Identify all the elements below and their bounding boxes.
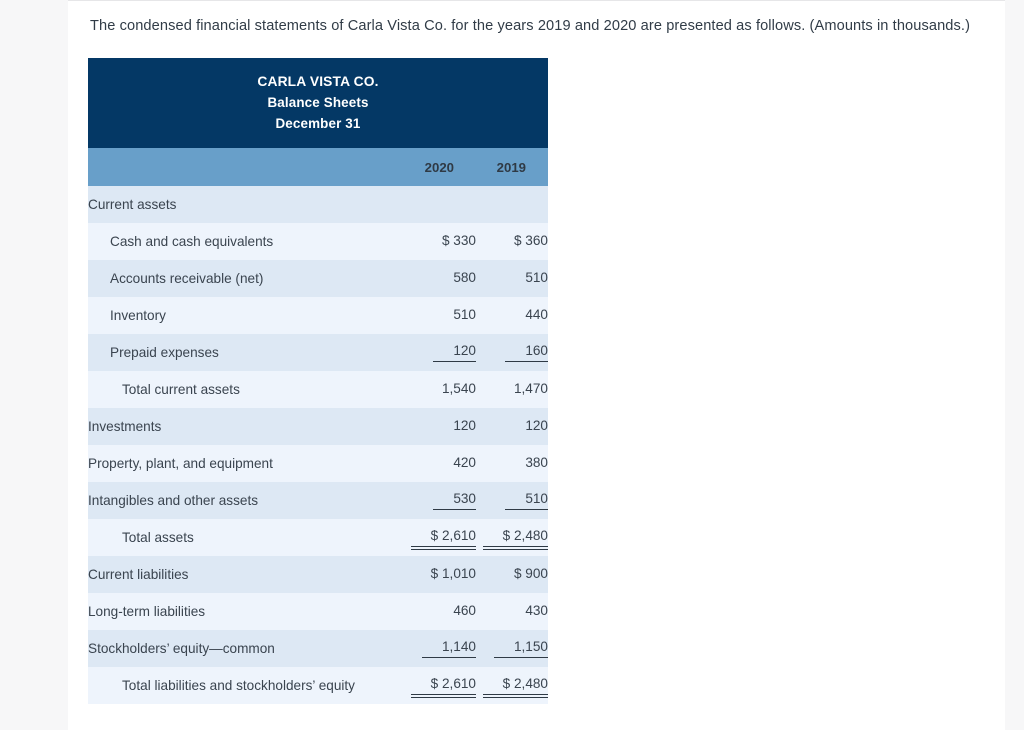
value-figure: $ 360 bbox=[513, 233, 548, 248]
value-figure: 1,140 bbox=[421, 639, 476, 658]
table-row: Total liabilities and stockholders’ equi… bbox=[88, 667, 549, 704]
table-row: Inventory 510 440 bbox=[88, 297, 548, 334]
row-value-2020: 510 bbox=[398, 297, 476, 334]
row-value-2019: $ 2,480 bbox=[476, 667, 549, 704]
table-row: Prepaid expenses 120 160 bbox=[88, 334, 548, 371]
row-value-2019: $ 360 bbox=[476, 223, 548, 260]
table-row: Total current assets 1,540 1,470 bbox=[88, 371, 548, 408]
statement-title-row: CARLA VISTA CO. Balance Sheets December … bbox=[88, 58, 548, 148]
row-value-2019: 120 bbox=[476, 408, 548, 445]
column-header-2019: 2019 bbox=[476, 148, 548, 186]
row-value-2020: 580 bbox=[398, 260, 476, 297]
value-figure: 420 bbox=[453, 455, 476, 470]
row-label: Current assets bbox=[88, 186, 398, 223]
table-head: CARLA VISTA CO. Balance Sheets December … bbox=[88, 58, 548, 186]
value-figure: 580 bbox=[453, 270, 476, 285]
value-figure: 120 bbox=[433, 343, 476, 362]
row-label: Total current assets bbox=[88, 371, 398, 408]
statement-period: December 31 bbox=[275, 116, 361, 131]
table-row: Long-term liabilities 460 430 bbox=[88, 593, 548, 630]
value-figure: 440 bbox=[525, 307, 548, 322]
value-figure: 430 bbox=[525, 603, 548, 618]
value-figure: $ 1,010 bbox=[430, 566, 476, 581]
row-value-2019: 510 bbox=[476, 482, 548, 519]
table-row: Property, plant, and equipment 420 380 bbox=[88, 445, 548, 482]
row-label: Cash and cash equivalents bbox=[88, 223, 398, 260]
table-row: Intangibles and other assets 530 510 bbox=[88, 482, 548, 519]
row-value-2019: $ 2,480 bbox=[476, 519, 549, 556]
value-figure: 160 bbox=[505, 343, 548, 362]
intro-paragraph: The condensed financial statements of Ca… bbox=[90, 18, 971, 34]
value-figure: 120 bbox=[525, 418, 548, 433]
row-value-2020: 1,140 bbox=[398, 630, 476, 667]
row-value-2020: 530 bbox=[398, 482, 476, 519]
value-figure: 460 bbox=[453, 603, 476, 618]
row-value-2019: 1,150 bbox=[476, 630, 548, 667]
row-label: Accounts receivable (net) bbox=[88, 260, 398, 297]
row-value-2020: $ 1,010 bbox=[398, 556, 476, 593]
value-figure: $ 330 bbox=[441, 233, 476, 248]
value-figure: 510 bbox=[525, 270, 548, 285]
row-value-2019: 1,470 bbox=[476, 371, 548, 408]
row-label: Prepaid expenses bbox=[88, 334, 398, 371]
table-row: Investments 120 120 bbox=[88, 408, 548, 445]
row-value-2020: 1,540 bbox=[398, 371, 476, 408]
row-value-2020: 120 bbox=[398, 334, 476, 371]
row-label: Long-term liabilities bbox=[88, 593, 398, 630]
table-row: Stockholders’ equity—common 1,140 1,150 bbox=[88, 630, 548, 667]
table-row: Current assets bbox=[88, 186, 548, 223]
table-body: Current assets Cash and cash equivalents $… bbox=[88, 186, 549, 704]
row-label: Total assets bbox=[88, 519, 398, 556]
row-label: Current liabilities bbox=[88, 556, 398, 593]
value-figure: 1,150 bbox=[493, 639, 548, 658]
statement-name: Balance Sheets bbox=[267, 95, 369, 110]
value-figure: $ 2,480 bbox=[482, 528, 549, 550]
table-row: Current liabilities $ 1,010 $ 900 bbox=[88, 556, 548, 593]
column-header-label bbox=[88, 148, 398, 186]
row-label: Investments bbox=[88, 408, 398, 445]
value-figure: 530 bbox=[433, 491, 476, 510]
row-value-2019: 160 bbox=[476, 334, 548, 371]
row-value-2020: $ 2,610 bbox=[398, 667, 477, 704]
table-row: Accounts receivable (net) 580 510 bbox=[88, 260, 548, 297]
value-figure: 120 bbox=[453, 418, 476, 433]
table-row: Cash and cash equivalents $ 330 $ 360 bbox=[88, 223, 548, 260]
row-label: Total liabilities and stockholders’ equi… bbox=[88, 667, 398, 704]
value-figure: $ 900 bbox=[513, 566, 548, 581]
value-figure: 380 bbox=[525, 455, 548, 470]
balance-sheet-table: CARLA VISTA CO. Balance Sheets December … bbox=[88, 58, 549, 704]
row-value-2020: $ 330 bbox=[398, 223, 476, 260]
value-figure: 510 bbox=[453, 307, 476, 322]
column-header-2020: 2020 bbox=[398, 148, 476, 186]
value-figure: 510 bbox=[505, 491, 548, 510]
company-name: CARLA VISTA CO. bbox=[257, 74, 379, 89]
value-figure: $ 2,610 bbox=[410, 676, 477, 698]
value-figure: $ 2,610 bbox=[410, 528, 477, 550]
row-value-2019: 510 bbox=[476, 260, 548, 297]
row-label: Property, plant, and equipment bbox=[88, 445, 398, 482]
row-label: Intangibles and other assets bbox=[88, 482, 398, 519]
row-value-2020: 420 bbox=[398, 445, 476, 482]
statement-title-band: CARLA VISTA CO. Balance Sheets December … bbox=[88, 58, 548, 148]
column-header-row: 2020 2019 bbox=[88, 148, 548, 186]
row-label: Inventory bbox=[88, 297, 398, 334]
row-value-2020 bbox=[398, 186, 476, 223]
row-value-2020: 460 bbox=[398, 593, 476, 630]
row-value-2019 bbox=[476, 186, 548, 223]
row-value-2019: $ 900 bbox=[476, 556, 548, 593]
row-value-2019: 380 bbox=[476, 445, 548, 482]
row-label: Stockholders’ equity—common bbox=[88, 630, 398, 667]
row-value-2020: $ 2,610 bbox=[398, 519, 477, 556]
row-value-2020: 120 bbox=[398, 408, 476, 445]
content-card: The condensed financial statements of Ca… bbox=[68, 0, 1005, 730]
value-figure: 1,540 bbox=[441, 381, 476, 396]
row-value-2019: 440 bbox=[476, 297, 548, 334]
value-figure: 1,470 bbox=[513, 381, 548, 396]
row-value-2019: 430 bbox=[476, 593, 548, 630]
table-row: Total assets $ 2,610 $ 2,480 bbox=[88, 519, 549, 556]
value-figure: $ 2,480 bbox=[482, 676, 549, 698]
